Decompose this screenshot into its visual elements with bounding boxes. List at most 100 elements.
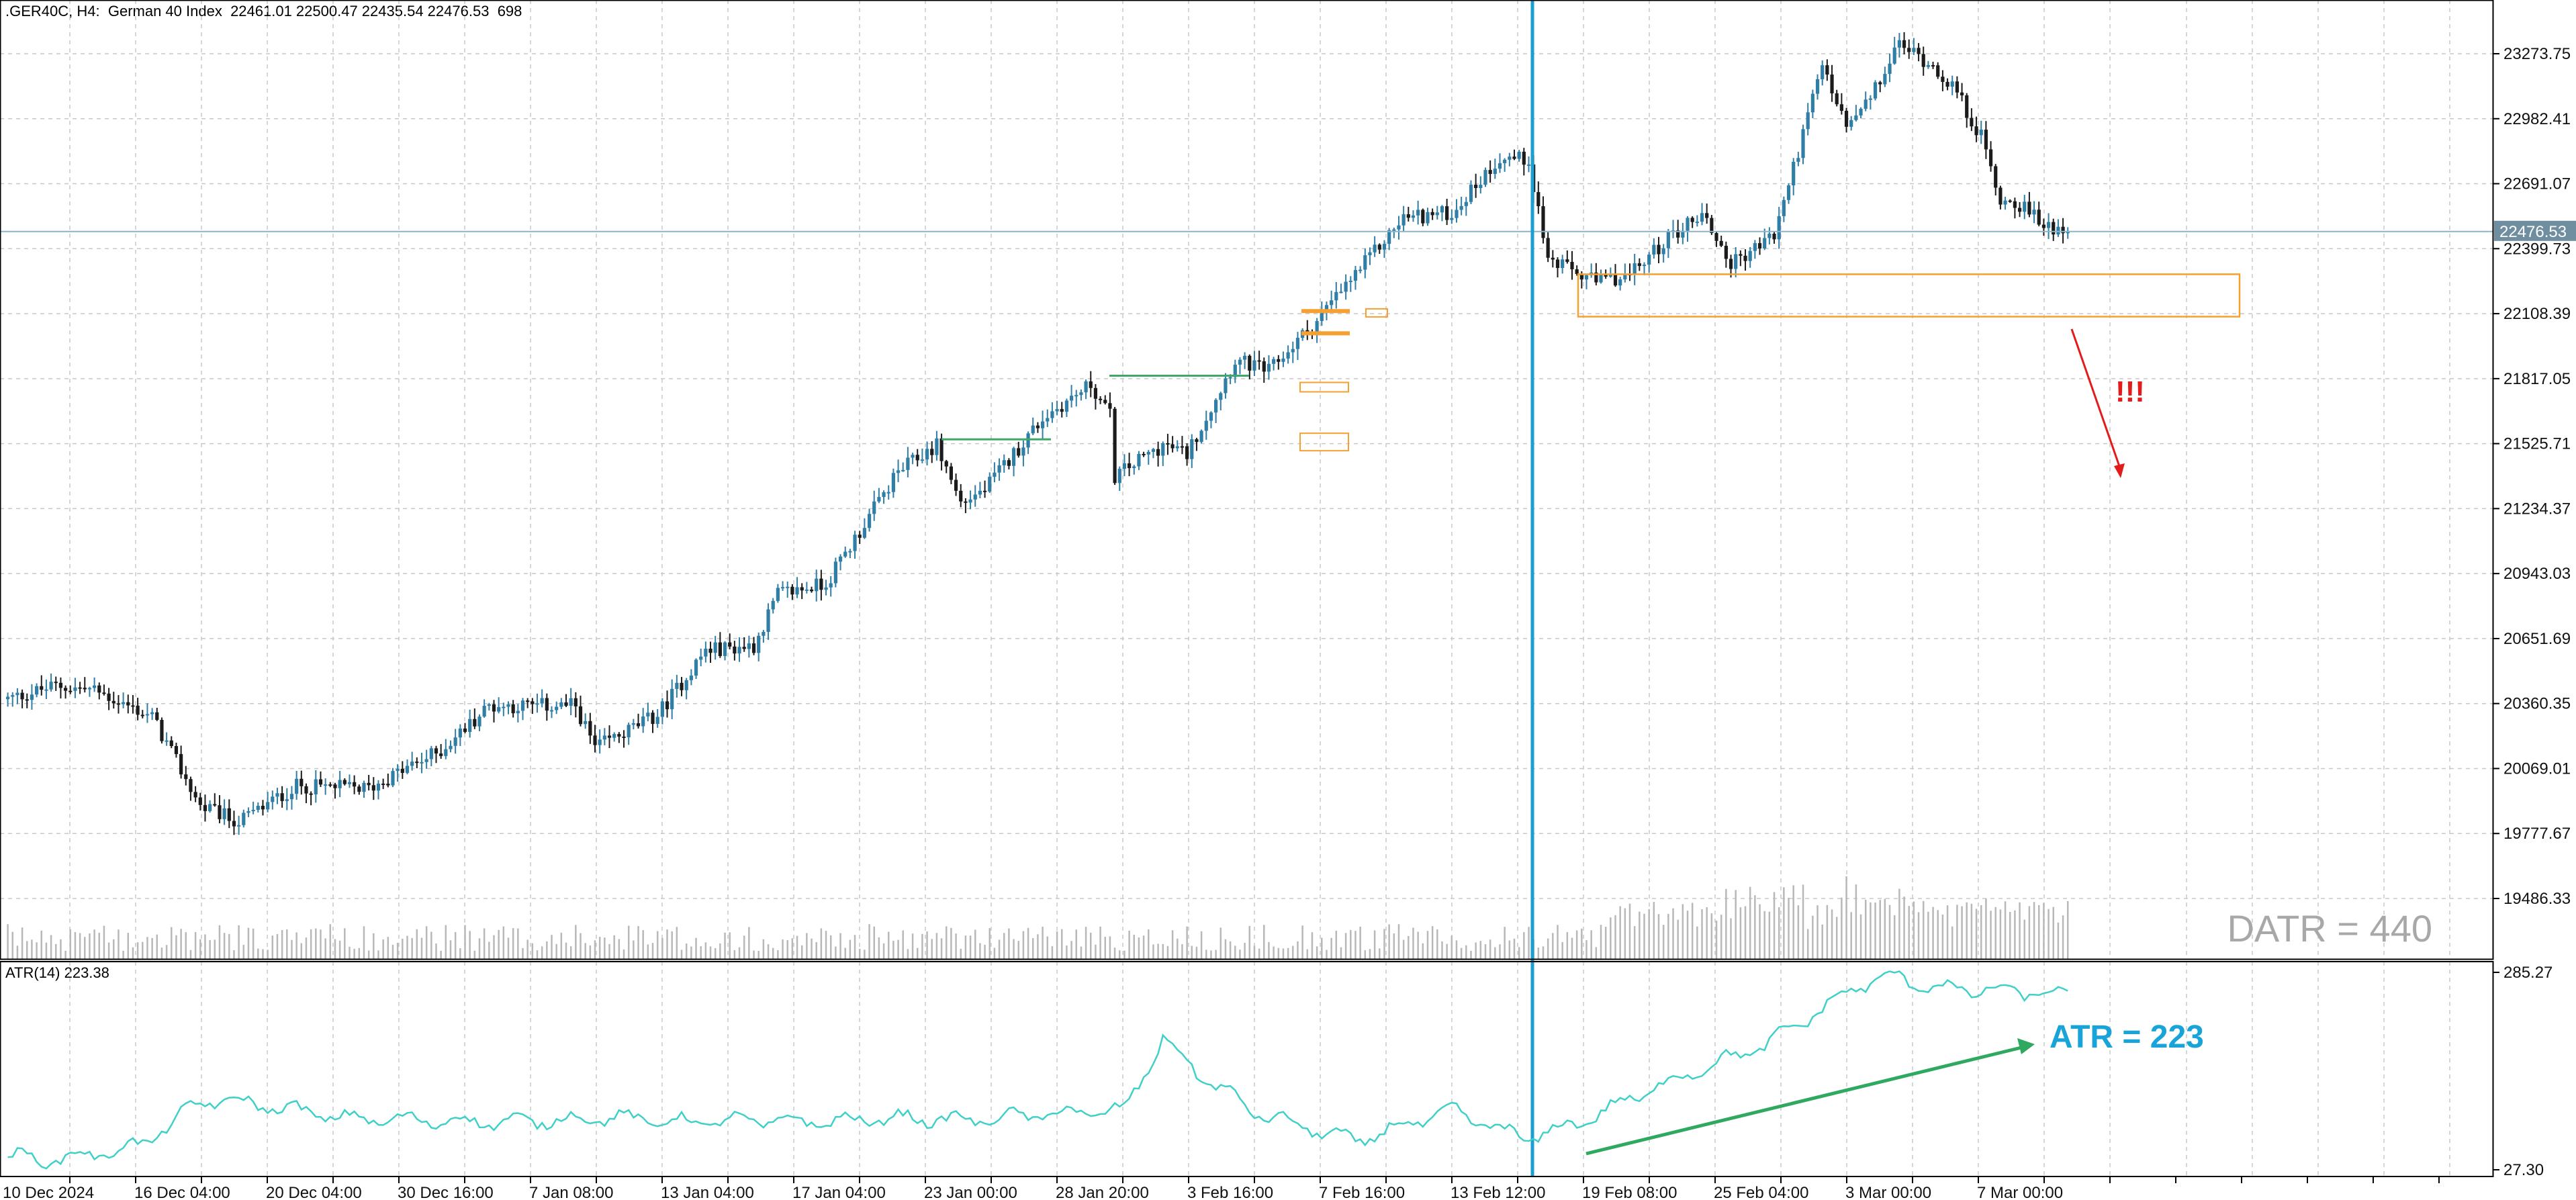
candle-body — [1180, 446, 1185, 448]
candle-body — [1522, 151, 1526, 165]
candle-body — [497, 707, 501, 712]
candle-body — [2037, 210, 2041, 225]
candle-body — [1401, 214, 1406, 226]
candle-body — [1714, 232, 1718, 241]
candle-body — [227, 808, 231, 821]
x-tick-label: 13 Feb 12:00 — [1451, 1184, 1545, 1200]
candle-body — [891, 473, 895, 492]
candle-body — [877, 497, 881, 502]
candle-body — [1464, 201, 1468, 206]
x-tick-label: 17 Jan 04:00 — [792, 1184, 886, 1200]
candle-body — [1353, 270, 1358, 281]
candle-body — [747, 643, 751, 649]
candle-body — [1994, 166, 1998, 188]
candle-body — [1661, 248, 1665, 255]
candle-body — [1917, 48, 1921, 54]
candle-body — [901, 469, 905, 471]
atr-pane-frame — [0, 961, 2494, 1177]
y-tick-label: 21525.71 — [2503, 435, 2571, 453]
candle-body — [1103, 400, 1107, 404]
count-label: 698 — [497, 3, 522, 19]
candle-body — [1209, 412, 1213, 421]
candle-body — [165, 740, 169, 742]
candle-body — [58, 682, 63, 688]
candle-body — [1849, 120, 1853, 127]
candle-body — [1214, 400, 1218, 413]
candle-body — [203, 804, 208, 811]
y-tick-label: 20069.01 — [2503, 759, 2571, 778]
candle-body — [1647, 255, 1651, 265]
candle-body — [1719, 240, 1723, 246]
candle-body — [1652, 244, 1656, 255]
candle-body — [1233, 365, 1237, 377]
candle-body — [357, 786, 361, 792]
candle-body — [833, 561, 837, 584]
candle-body — [1613, 273, 1618, 286]
candle-body — [1763, 238, 1767, 248]
candle-body — [184, 774, 188, 780]
candle-body — [309, 793, 313, 795]
candle-body — [1479, 185, 1483, 189]
candle-body — [1252, 360, 1256, 371]
candle-body — [1984, 130, 1988, 150]
candle-body — [420, 761, 424, 764]
candle-body — [1623, 274, 1627, 280]
candle-body — [2027, 201, 2031, 215]
candle-body — [347, 782, 352, 784]
down-arrow-shaft — [2070, 328, 2122, 471]
candle-body — [1060, 409, 1064, 412]
candle-body — [973, 494, 977, 500]
y-tick-label: 21234.37 — [2503, 500, 2571, 518]
current-price-tag — [2494, 220, 2576, 241]
candle-body — [762, 631, 766, 636]
candle-body — [1324, 305, 1329, 312]
candle-body — [1815, 79, 1820, 94]
candle-body — [34, 686, 39, 695]
candle-body — [5, 696, 10, 700]
candle-body — [193, 792, 197, 798]
candle-body — [174, 746, 179, 754]
candle-body — [708, 648, 712, 653]
candle-body — [862, 528, 866, 538]
candle-body — [198, 797, 202, 805]
candle-body — [1156, 449, 1160, 456]
candle-body — [434, 748, 439, 754]
candle-body — [1792, 161, 1796, 186]
candle-body — [1503, 159, 1507, 164]
candle-body — [559, 702, 563, 707]
candle-body — [997, 465, 1001, 473]
candle-body — [1055, 409, 1059, 412]
candle-body — [665, 701, 670, 710]
candle-body — [829, 583, 833, 588]
candle-body — [1561, 259, 1565, 269]
candle-body — [140, 714, 144, 717]
candle-body — [2008, 200, 2012, 202]
candle-body — [1873, 82, 1878, 99]
datr-annotation: DATR = 440 — [2227, 907, 2432, 950]
candle-body — [540, 698, 544, 704]
candle-body — [1878, 82, 1882, 85]
candle-body — [757, 635, 761, 653]
candle-body — [342, 780, 347, 784]
candle-body — [1821, 65, 1825, 79]
x-tick-label: 16 Dec 04:00 — [134, 1184, 230, 1200]
candle-body — [939, 438, 944, 461]
candle-body — [1474, 185, 1478, 189]
candle-body — [964, 501, 968, 503]
main-pane-frame — [0, 0, 2494, 960]
candle-body — [733, 646, 737, 654]
candle-body — [925, 449, 929, 460]
support-zone — [1577, 273, 2241, 318]
candle-body — [545, 698, 549, 711]
atr-trend-arrow-head — [2017, 1038, 2035, 1054]
candle-body — [1040, 421, 1045, 428]
candle-body — [1064, 400, 1069, 412]
candle-body — [1281, 358, 1285, 362]
candle-body — [251, 809, 255, 812]
candle-body — [111, 700, 116, 704]
candle-body — [289, 794, 294, 800]
grid-lines — [0, 0, 2493, 1176]
candle-body — [1637, 263, 1641, 267]
candle-body — [804, 589, 809, 591]
